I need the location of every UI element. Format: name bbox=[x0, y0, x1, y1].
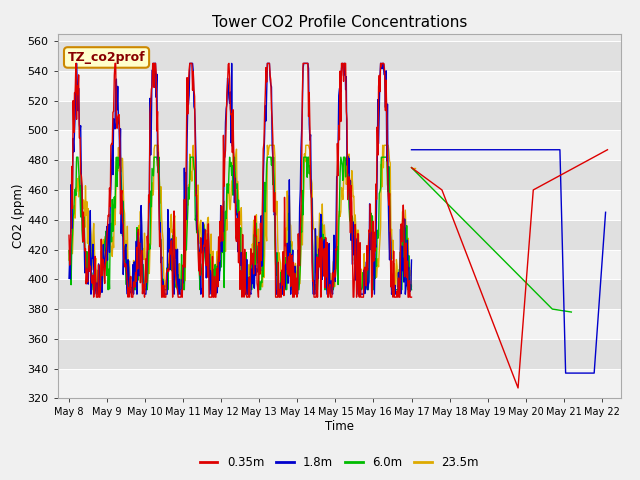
Bar bbox=[58, 41, 621, 71]
Bar bbox=[58, 160, 621, 190]
Bar bbox=[58, 309, 621, 339]
Legend: 0.35m, 1.8m, 6.0m, 23.5m: 0.35m, 1.8m, 6.0m, 23.5m bbox=[195, 452, 483, 474]
Y-axis label: CO2 (ppm): CO2 (ppm) bbox=[12, 184, 24, 248]
Title: Tower CO2 Profile Concentrations: Tower CO2 Profile Concentrations bbox=[211, 15, 467, 30]
X-axis label: Time: Time bbox=[324, 420, 354, 433]
Bar bbox=[58, 220, 621, 250]
Bar bbox=[58, 279, 621, 309]
Bar bbox=[58, 369, 621, 398]
Bar bbox=[58, 339, 621, 369]
Text: TZ_co2prof: TZ_co2prof bbox=[68, 51, 145, 64]
Bar bbox=[58, 250, 621, 279]
Bar bbox=[58, 101, 621, 131]
Bar bbox=[58, 71, 621, 101]
Bar bbox=[58, 190, 621, 220]
Bar bbox=[58, 131, 621, 160]
